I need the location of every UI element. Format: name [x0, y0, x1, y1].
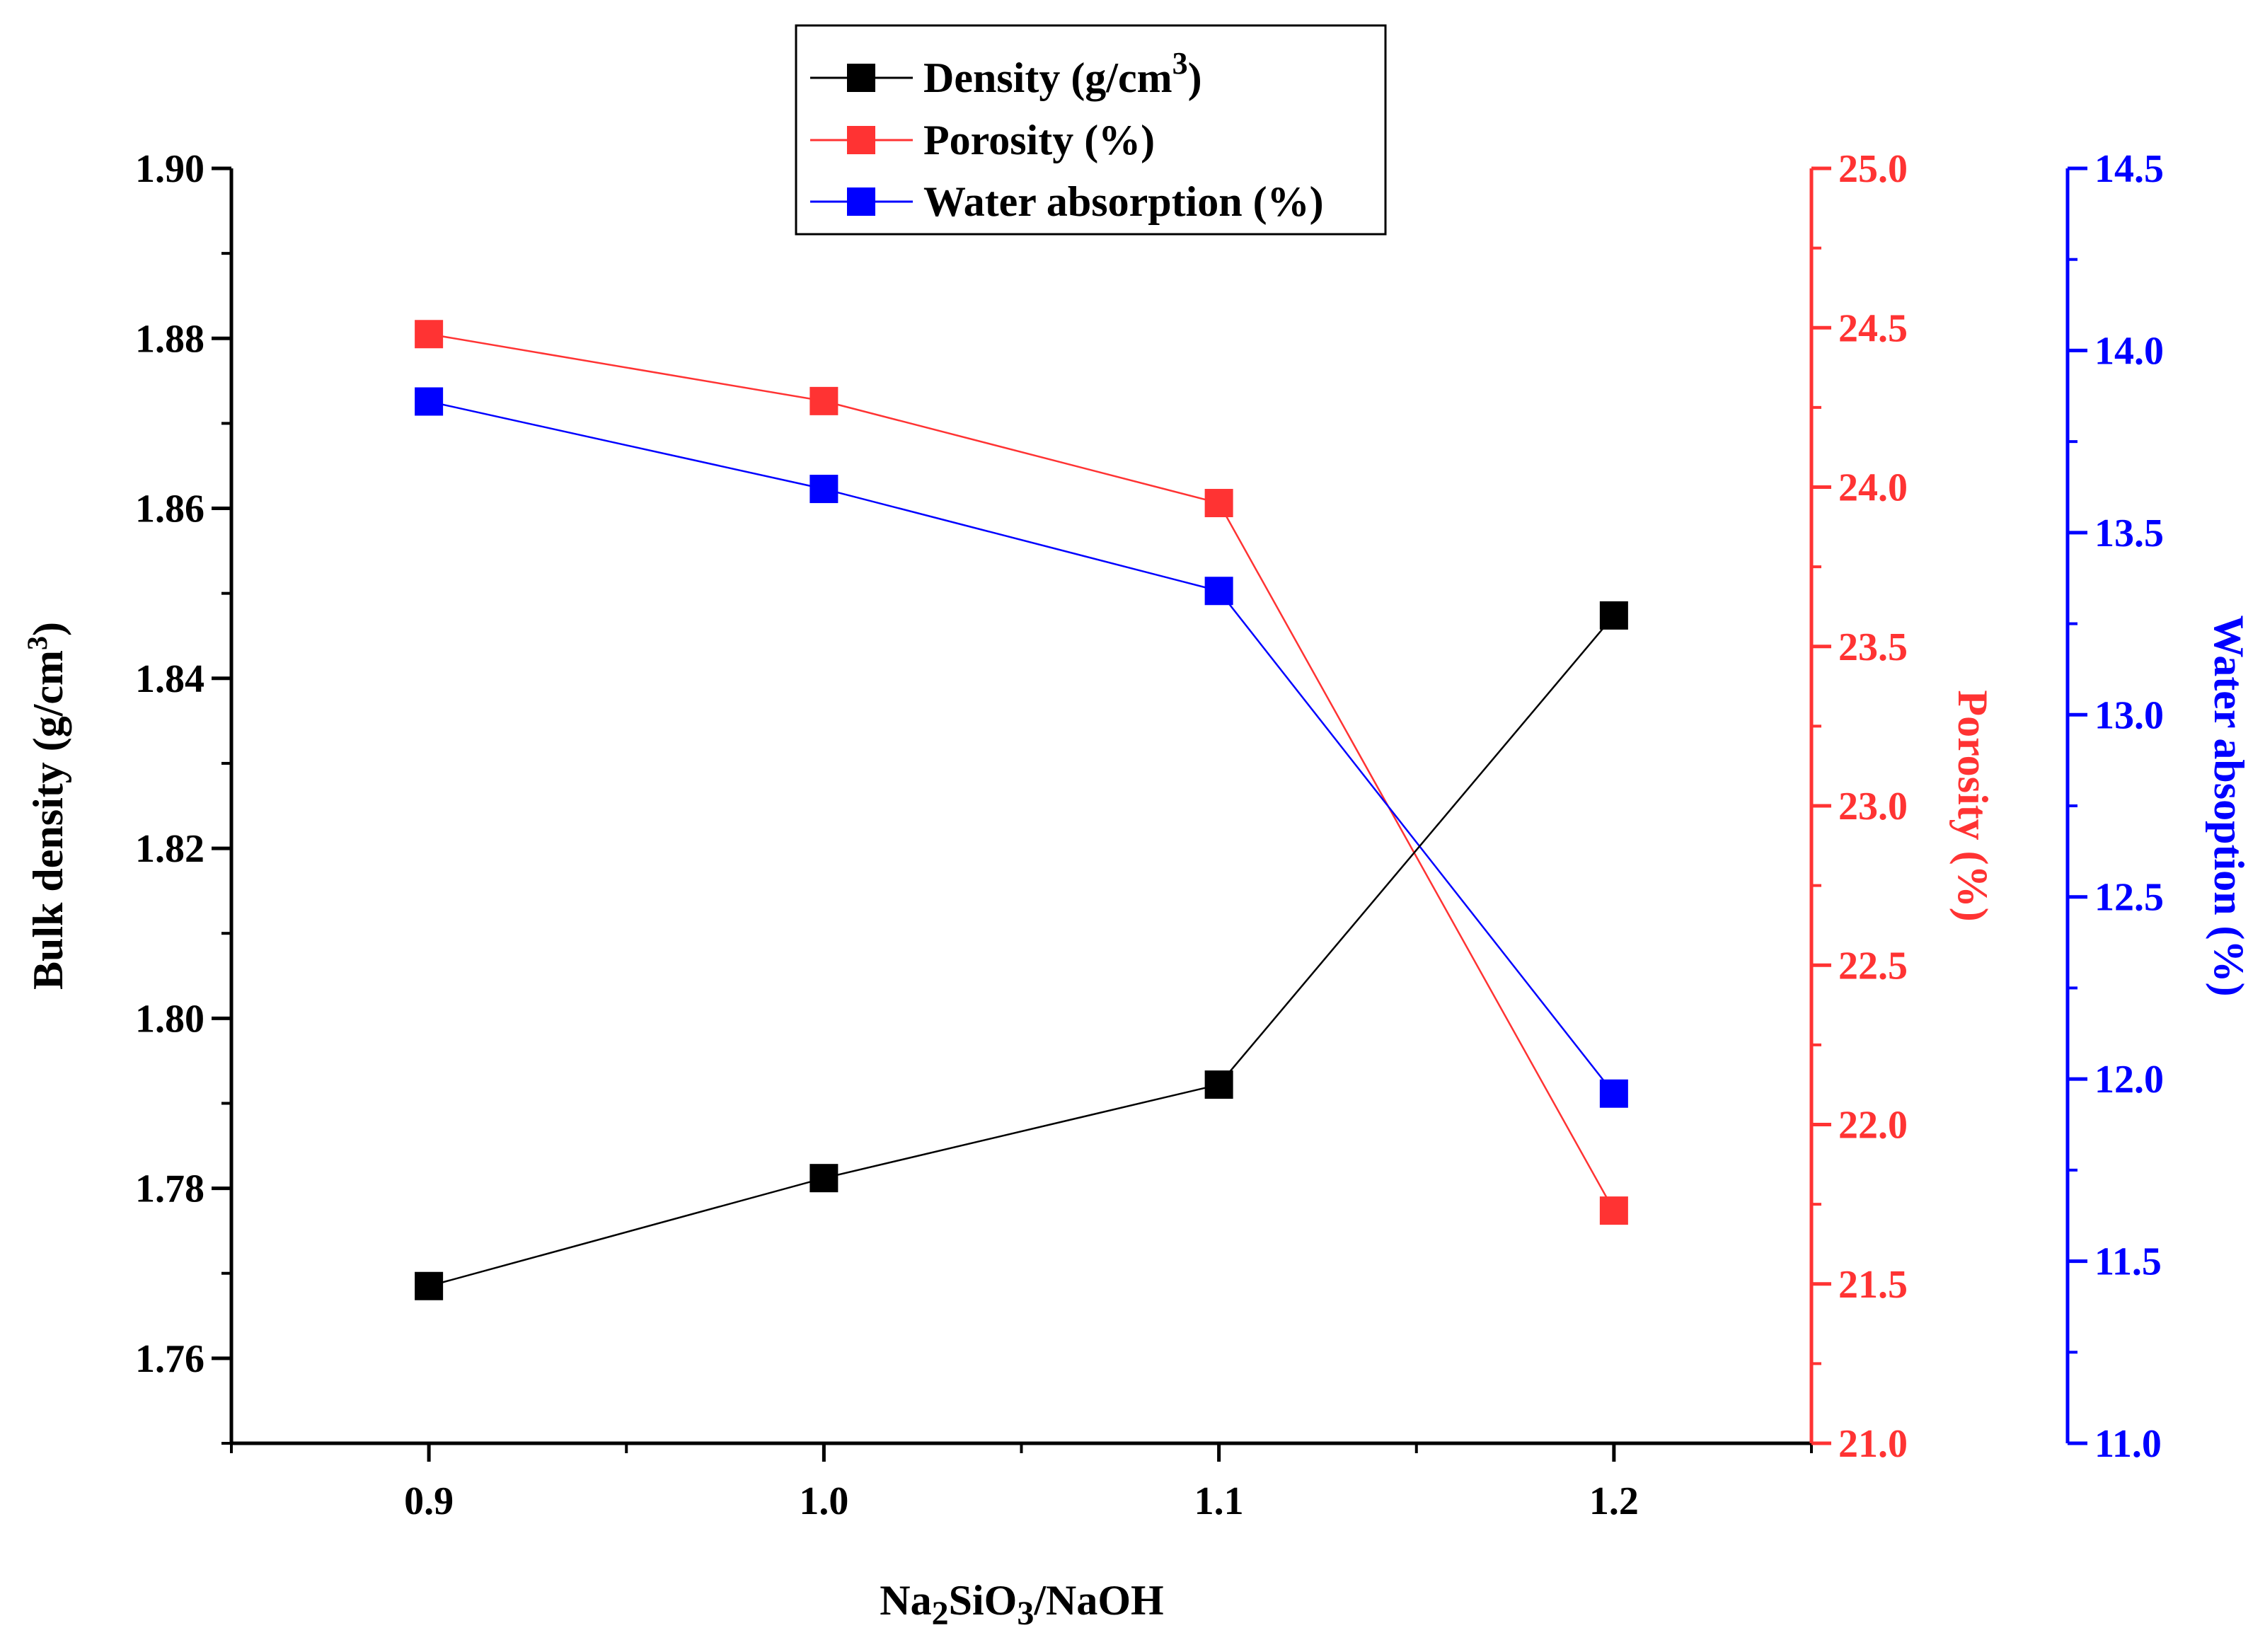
y-tick-label-0: 1.80 [135, 997, 204, 1041]
y-tick-label-0: 1.84 [135, 657, 204, 701]
legend-porosity-label: Porosity (%) [923, 117, 1155, 163]
x-axis-title: Na2SiO3/NaOH [880, 1577, 1163, 1632]
y-tick-label-2: 12.0 [2094, 1058, 2164, 1102]
data-point-1 [415, 320, 444, 349]
x-tick-label: 1.2 [1589, 1479, 1639, 1523]
data-point-0 [415, 1271, 444, 1300]
data-point-1 [1599, 1196, 1628, 1225]
y-tick-label-2: 13.0 [2094, 693, 2164, 737]
y-tick-label-1: 23.0 [1838, 785, 1908, 828]
series-lines [428, 333, 1615, 1287]
y-tick-label-2: 14.0 [2094, 329, 2164, 373]
y-tick-label-1: 21.0 [1838, 1422, 1908, 1466]
data-point-0 [1204, 1070, 1233, 1099]
legend-water-label: Water absorption (%) [923, 178, 1324, 225]
legend-density-label: Density (g/cm3) [923, 46, 1202, 101]
data-point-2 [1204, 577, 1233, 606]
y-tick-label-1: 21.5 [1838, 1263, 1908, 1307]
y-tick-label-1: 23.5 [1838, 625, 1908, 669]
y-tick-label-2: 14.5 [2094, 147, 2164, 191]
data-point-1 [809, 386, 838, 415]
y-tick-label-1: 22.0 [1838, 1104, 1908, 1148]
legend-porosity-marker [847, 126, 875, 154]
y-tick-label-0: 1.76 [135, 1337, 204, 1381]
x-tick-label: 1.1 [1194, 1479, 1244, 1523]
y-tick-label-1: 24.0 [1838, 466, 1908, 510]
legend-item-water: Water absorption (%) [810, 178, 1324, 225]
x-tick-label: 0.9 [404, 1479, 454, 1523]
data-point-2 [415, 387, 444, 416]
series-line-1 [428, 333, 1615, 1211]
legend: Density (g/cm3) Porosity (%) Water absor… [795, 24, 1387, 236]
y-tick-label-0: 1.78 [135, 1167, 204, 1211]
axes [229, 168, 2070, 1445]
left-axis-title: Bulk density (g/cm3) [21, 622, 71, 990]
legend-water-marker [847, 187, 875, 216]
y-tick-label-0: 1.82 [135, 827, 204, 871]
data-point-0 [809, 1164, 838, 1193]
y-tick-label-2: 11.0 [2094, 1422, 2162, 1466]
data-point-2 [1599, 1079, 1628, 1108]
ticks [212, 166, 2087, 1462]
y-tick-label-0: 1.90 [135, 147, 204, 191]
y-tick-label-0: 1.88 [135, 317, 204, 361]
legend-box [795, 24, 1387, 236]
x-tick-label: 1.0 [799, 1479, 848, 1523]
series-line-0 [428, 615, 1615, 1287]
series-line-2 [428, 400, 1615, 1094]
legend-item-density: Density (g/cm3) [810, 46, 1202, 101]
y-tick-label-2: 13.5 [2094, 512, 2164, 555]
y-tick-label-1: 25.0 [1838, 147, 1908, 191]
y-tick-label-0: 1.86 [135, 487, 204, 531]
legend-item-porosity: Porosity (%) [810, 117, 1155, 163]
data-point-1 [1204, 489, 1233, 518]
legend-density-marker [847, 64, 875, 92]
y-tick-label-1: 22.5 [1838, 944, 1908, 988]
series-markers [415, 320, 1628, 1300]
water-axis-title: Water absoption (%) [2206, 616, 2252, 997]
data-point-0 [1599, 601, 1628, 630]
porosity-axis-title: Porosity (%) [1949, 690, 1996, 921]
tick-labels: 0.9 1.0 1.1 1.2 1.76 1.78 1.80 1.82 1.84 1.86 1.88… [135, 147, 2164, 1523]
y-tick-label-1: 24.5 [1838, 306, 1908, 350]
y-tick-label-2: 11.5 [2094, 1240, 2162, 1284]
y-tick-label-2: 12.5 [2094, 876, 2164, 920]
data-point-2 [809, 475, 838, 504]
